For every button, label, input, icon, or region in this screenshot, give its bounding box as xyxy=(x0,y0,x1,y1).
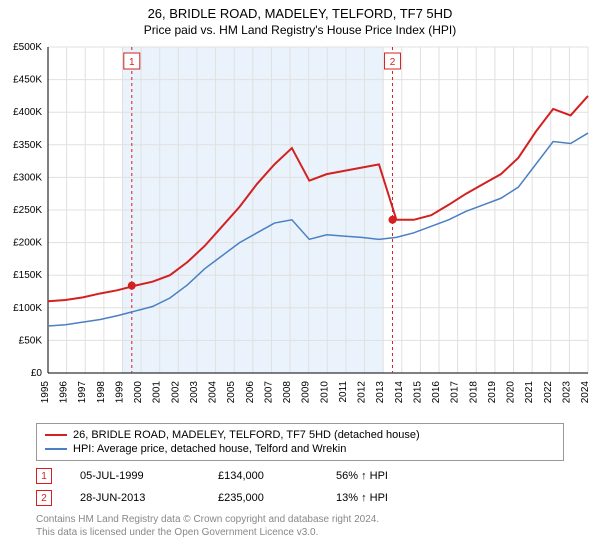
svg-text:£350K: £350K xyxy=(13,140,42,151)
svg-text:£50K: £50K xyxy=(19,335,43,346)
transaction-table: 1 05-JUL-1999 £134,000 56% ↑ HPI 2 28-JUN-201… xyxy=(36,465,564,509)
svg-text:1998: 1998 xyxy=(96,381,107,404)
transaction-badge: 2 xyxy=(36,490,52,506)
svg-text:2014: 2014 xyxy=(394,381,405,404)
transaction-row: 1 05-JUL-1999 £134,000 56% ↑ HPI xyxy=(36,465,564,487)
svg-text:2009: 2009 xyxy=(301,381,312,404)
svg-text:2008: 2008 xyxy=(282,381,293,404)
legend-item: 26, BRIDLE ROAD, MADELEY, TELFORD, TF7 5… xyxy=(45,428,555,442)
page-title: 26, BRIDLE ROAD, MADELEY, TELFORD, TF7 5… xyxy=(0,0,600,21)
svg-text:£450K: £450K xyxy=(13,75,42,86)
svg-text:1: 1 xyxy=(129,57,135,68)
svg-text:2017: 2017 xyxy=(450,381,461,404)
svg-text:2018: 2018 xyxy=(468,381,479,404)
svg-text:2010: 2010 xyxy=(319,381,330,404)
transaction-row: 2 28-JUN-2013 £235,000 13% ↑ HPI xyxy=(36,487,564,509)
svg-text:2011: 2011 xyxy=(338,381,349,403)
svg-text:£200K: £200K xyxy=(13,238,42,249)
svg-text:1997: 1997 xyxy=(77,381,88,404)
footer-line-2: This data is licensed under the Open Gov… xyxy=(36,526,564,539)
legend-label: HPI: Average price, detached house, Telf… xyxy=(73,443,346,455)
svg-text:2020: 2020 xyxy=(506,381,517,404)
legend-label: 26, BRIDLE ROAD, MADELEY, TELFORD, TF7 5… xyxy=(73,429,420,441)
svg-text:£500K: £500K xyxy=(13,42,42,53)
svg-text:1996: 1996 xyxy=(59,381,70,404)
footer-line-1: Contains HM Land Registry data © Crown c… xyxy=(36,513,564,526)
svg-text:2003: 2003 xyxy=(189,381,200,404)
legend: 26, BRIDLE ROAD, MADELEY, TELFORD, TF7 5… xyxy=(36,423,564,461)
svg-text:2021: 2021 xyxy=(524,381,535,404)
svg-text:2012: 2012 xyxy=(357,381,368,404)
svg-text:2019: 2019 xyxy=(487,381,498,404)
svg-text:2024: 2024 xyxy=(580,381,591,404)
transaction-price: £235,000 xyxy=(218,492,308,504)
legend-item: HPI: Average price, detached house, Telf… xyxy=(45,442,555,456)
svg-text:2015: 2015 xyxy=(412,381,423,404)
svg-text:2001: 2001 xyxy=(152,381,163,404)
transaction-price: £134,000 xyxy=(218,470,308,482)
svg-text:1995: 1995 xyxy=(40,381,51,404)
svg-text:2: 2 xyxy=(390,57,396,68)
svg-text:£0: £0 xyxy=(31,368,43,379)
legend-swatch xyxy=(45,434,67,436)
svg-text:£400K: £400K xyxy=(13,107,42,118)
page-subtitle: Price paid vs. HM Land Registry's House … xyxy=(0,21,600,41)
svg-text:2002: 2002 xyxy=(170,381,181,404)
legend-swatch xyxy=(45,448,67,450)
svg-text:2004: 2004 xyxy=(208,381,219,404)
svg-text:£100K: £100K xyxy=(13,303,42,314)
svg-text:2013: 2013 xyxy=(375,381,386,404)
svg-text:1999: 1999 xyxy=(114,381,125,404)
svg-text:2000: 2000 xyxy=(133,381,144,404)
transaction-delta: 13% ↑ HPI xyxy=(336,492,388,504)
price-chart: £0 £50K £100K £150K £200K £250K £300K £350K £400… xyxy=(0,41,600,421)
footer-attribution: Contains HM Land Registry data © Crown c… xyxy=(36,513,564,539)
svg-text:£300K: £300K xyxy=(13,172,42,183)
svg-text:2023: 2023 xyxy=(561,381,572,404)
transaction-date: 28-JUN-2013 xyxy=(80,492,190,504)
transaction-delta: 56% ↑ HPI xyxy=(336,470,388,482)
svg-text:2006: 2006 xyxy=(245,381,256,404)
transaction-date: 05-JUL-1999 xyxy=(80,470,190,482)
svg-text:£250K: £250K xyxy=(13,205,42,216)
svg-text:2022: 2022 xyxy=(543,381,554,404)
svg-text:2016: 2016 xyxy=(431,381,442,404)
svg-text:2007: 2007 xyxy=(263,381,274,404)
svg-text:£150K: £150K xyxy=(13,270,42,281)
svg-text:2005: 2005 xyxy=(226,381,237,404)
transaction-badge: 1 xyxy=(36,468,52,484)
